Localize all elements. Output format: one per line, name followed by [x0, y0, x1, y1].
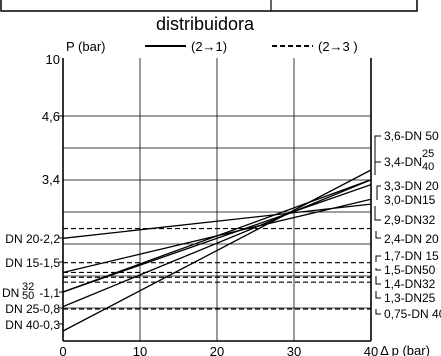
right-label-0-75: 0,75-DN 40	[384, 307, 441, 321]
right-label-25: 25	[422, 148, 434, 160]
left-label-dn25: DN 25-0,8	[5, 302, 60, 316]
x-tick-30: 30	[287, 344, 301, 356]
bracket-2	[374, 161, 381, 175]
bracket-3	[376, 185, 381, 200]
chart-title: distribuidora	[156, 14, 255, 34]
axes	[62, 58, 372, 342]
right-label-1-4: 1,4-DN32	[384, 277, 436, 291]
left-label-suffix: -1,1	[39, 286, 60, 300]
right-label-3-4: 3,4-DN	[384, 155, 422, 169]
y-axis-label: P (bar)	[66, 39, 106, 54]
left-bracket-5	[59, 323, 64, 331]
legend-dashed-label: (2→3 )	[318, 39, 358, 54]
left-label-dn15: DN 15-1,5	[5, 256, 60, 270]
x-tick-10: 10	[133, 344, 147, 356]
y-tick-3: 3,4	[42, 172, 60, 187]
left-label-32: 32	[22, 281, 34, 293]
right-label-1-5: 1,5-DN50	[384, 263, 436, 277]
right-label-40: 40	[422, 161, 434, 173]
bracket-1	[374, 135, 381, 164]
series-line-5	[62, 179, 372, 308]
right-label-3-3: 3,3-DN 20	[384, 179, 439, 193]
right-label-3-6: 3,6-DN 50	[384, 129, 439, 143]
x-tick-40: 40	[364, 344, 378, 356]
bracket-9	[375, 291, 381, 299]
left-label-50: 50	[22, 290, 34, 302]
x-tick-0: 0	[59, 344, 66, 356]
legend: (2→1) (2→3 )	[145, 39, 358, 54]
series-line-4	[62, 179, 372, 293]
series-line-3	[62, 184, 372, 293]
y-tick-1: 10	[46, 52, 60, 67]
plot-lines	[62, 169, 372, 332]
left-label-dn-prefix: DN	[2, 286, 19, 300]
bracket-5	[375, 231, 381, 239]
right-labels: 3,6-DN 50 3,4-DN 3,3-DN 203,0-DN15 2,9-DN32…	[374, 129, 441, 321]
x-tick-20: 20	[210, 344, 224, 356]
bracket-4	[374, 206, 381, 221]
header-bar	[0, 0, 418, 12]
left-label-dn40: DN 40-0,3	[5, 318, 60, 332]
y-tick-2: 4,6	[42, 109, 60, 124]
legend-solid-label: (2→1)	[191, 39, 227, 54]
right-label-2-9: 2,9-DN32	[384, 213, 436, 227]
tick-labels: 0 10 20 30 40 10 4,6 3,4	[42, 52, 378, 356]
left-bracket-2	[59, 261, 64, 267]
right-label-1-7: 1,7-DN 15	[384, 249, 439, 263]
series-line-1	[62, 203, 372, 239]
left-label-dn20: DN 20-2,2	[5, 232, 60, 246]
grid	[63, 58, 371, 341]
series-line-6	[62, 169, 372, 332]
right-label-2-4: 2,4-DN 20	[384, 232, 439, 246]
bracket-8	[375, 276, 381, 285]
bracket-6	[375, 255, 381, 262]
right-label-1-3: 1,3-DN25	[384, 291, 436, 305]
right-label-3-0: 3,0-DN15	[384, 193, 436, 207]
x-axis-label: Δ p (bar)	[380, 343, 430, 356]
bracket-10	[375, 309, 381, 315]
bracket-7	[375, 268, 381, 271]
